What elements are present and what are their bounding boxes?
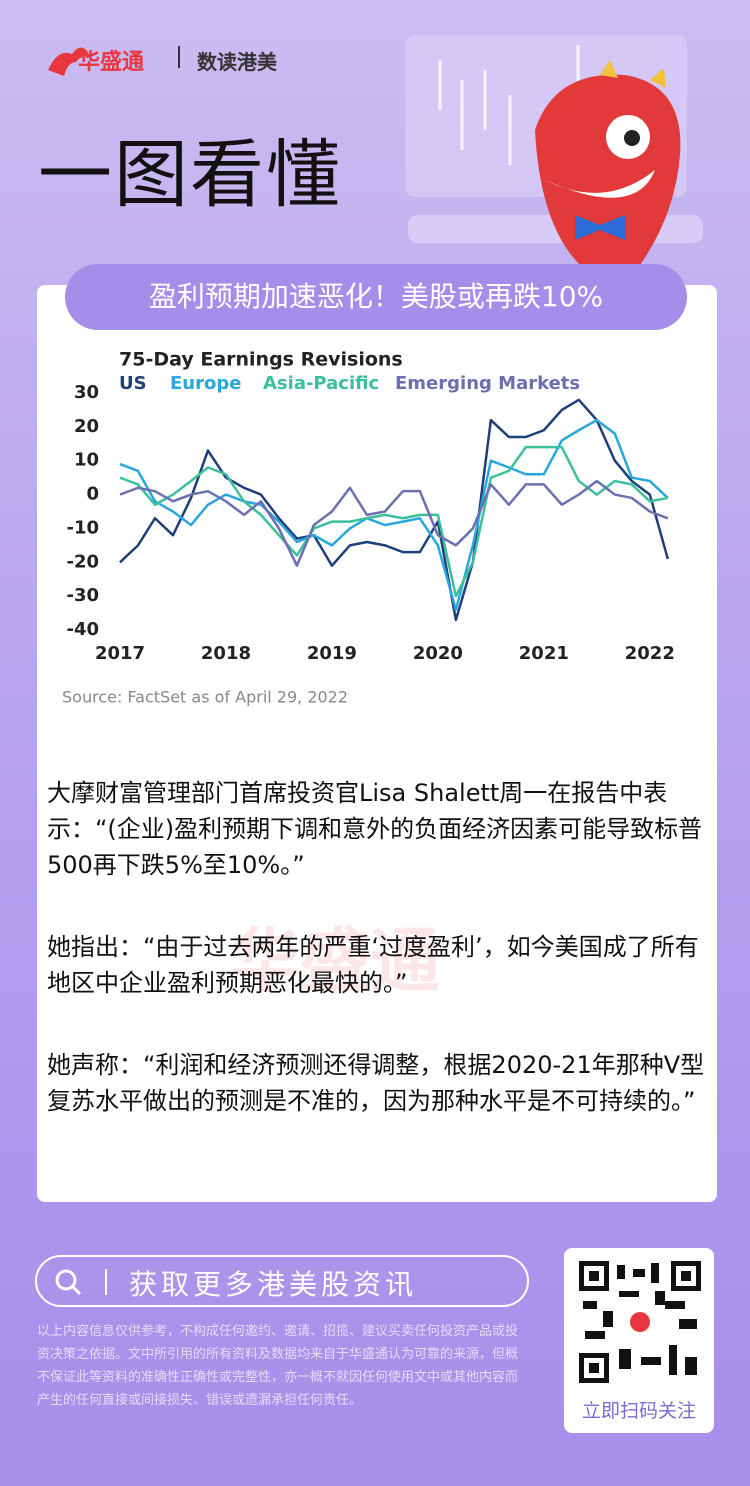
- banner: 盈利预期加速恶化！美股或再跌10%: [65, 264, 687, 330]
- y-tick-label: 20: [74, 416, 99, 437]
- qr-card[interactable]: 立即扫码关注: [564, 1248, 714, 1433]
- chart: 75-Day Earnings Revisions Source: FactSe…: [62, 349, 675, 707]
- paragraph: 她声称：“利润和经济预测还得调整，根据2020-21年那种V型复苏水平做出的预测…: [47, 1051, 705, 1115]
- search-text: 获取更多港美股资讯: [129, 1268, 418, 1301]
- divider: [105, 1269, 107, 1295]
- legend-entry: Asia-Pacific: [263, 373, 379, 394]
- y-tick-label: 10: [74, 450, 99, 471]
- search-icon: [55, 1269, 82, 1296]
- x-tick-label: 2021: [519, 643, 569, 664]
- y-tick-label: 0: [86, 484, 99, 505]
- series-line: [119, 445, 669, 598]
- brand: 华盛通: [78, 50, 145, 75]
- legend-entry: Emerging Markets: [395, 373, 580, 394]
- x-tick-label: 2018: [201, 643, 251, 664]
- y-tick-label: -20: [66, 551, 99, 572]
- series-line: [119, 479, 669, 567]
- watermark: 华盛通: [230, 920, 440, 1002]
- x-tick-label: 2017: [95, 643, 145, 664]
- y-tick-label: -30: [66, 585, 99, 606]
- x-tick-label: 2019: [307, 643, 357, 664]
- divider: [178, 46, 180, 68]
- search-bar[interactable]: 获取更多港美股资讯: [35, 1255, 529, 1307]
- legend-entry: Europe: [170, 373, 241, 394]
- x-tick-label: 2020: [413, 643, 463, 664]
- qr-caption: 立即扫码关注: [581, 1400, 696, 1422]
- chart-source: Source: FactSet as of April 29, 2022: [62, 688, 348, 707]
- y-tick-label: -10: [66, 517, 99, 538]
- paragraph: 她指出：“由于过去两年的严重‘过度盈利’，如今美国成了所有地区中企业盈利预期恶化…: [47, 933, 699, 997]
- column: 数读港美: [197, 50, 277, 74]
- header-art: [48, 35, 703, 265]
- series-line: [119, 398, 670, 622]
- legend-entry: US: [119, 373, 147, 394]
- disclaimer: 以上内容信息仅供参考，不构成任何邀约、邀请、招揽、建议买卖任何投资产品或投资决策…: [37, 1324, 519, 1408]
- page-title: 一图看懂: [38, 132, 342, 218]
- paragraph: 大摩财富管理部门首席投资官Lisa Shalett周一在报告中表示：“(企业)盈…: [47, 779, 703, 879]
- series-line: [119, 418, 669, 611]
- qr-code: [579, 1261, 701, 1383]
- y-tick-label: 30: [74, 382, 99, 403]
- x-tick-label: 2022: [625, 643, 675, 664]
- y-tick-label: -40: [66, 619, 99, 640]
- chart-title: 75-Day Earnings Revisions: [119, 349, 403, 371]
